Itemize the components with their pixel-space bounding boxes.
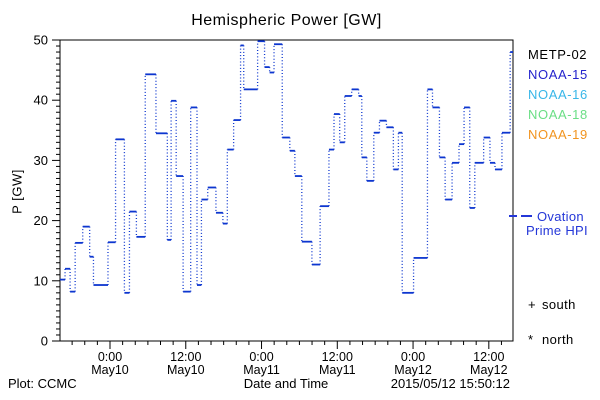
x-axis-ticks	[71, 341, 502, 349]
svg-text:0:00: 0:00	[249, 350, 273, 364]
legend-item-metp-02: METP-02	[528, 47, 588, 62]
svg-text:0:00: 0:00	[98, 350, 122, 364]
legend-item-noaa-19: NOAA-19	[528, 127, 588, 142]
svg-text:May11: May11	[319, 363, 356, 377]
svg-text:12:00: 12:00	[170, 350, 201, 364]
svg-text:May12: May12	[394, 363, 432, 377]
legend-marker-north: * north	[528, 332, 574, 347]
legend-item-noaa-18: NOAA-18	[528, 107, 588, 122]
svg-text:May12: May12	[470, 363, 508, 377]
marker-north-label: north	[542, 332, 574, 347]
page-title: Hemispheric Power [GW]	[191, 12, 382, 29]
svg-text:30: 30	[34, 153, 48, 168]
plus-marker-icon: +	[528, 297, 536, 312]
ovation-label-line2: Prime HPI	[526, 223, 588, 238]
y-tick-labels: 0 10 20 30 40 50	[34, 33, 48, 349]
y-axis-label: P [GW]	[9, 169, 25, 214]
plot-frame	[59, 39, 514, 342]
plot-source-label: Plot: CCMC	[8, 376, 77, 391]
legend-item-noaa-15: NOAA-15	[528, 67, 588, 82]
svg-text:0: 0	[41, 334, 48, 349]
svg-text:40: 40	[34, 93, 48, 108]
legend-satellites: METP-02 NOAA-15 NOAA-16 NOAA-18 NOAA-19	[528, 45, 588, 145]
hpi-step-line	[60, 40, 513, 294]
svg-text:May11: May11	[243, 363, 280, 377]
svg-text:May10: May10	[91, 363, 129, 377]
x-axis-label: Date and Time	[243, 376, 329, 391]
line-sample-dash-icon	[509, 215, 517, 217]
legend-item-noaa-16: NOAA-16	[528, 87, 588, 102]
svg-text:20: 20	[34, 213, 48, 228]
svg-text:10: 10	[34, 273, 48, 288]
legend-marker-south: + south	[528, 297, 576, 312]
legend-ovation-prime: Ovation Prime HPI	[509, 209, 588, 238]
svg-text:0:00: 0:00	[401, 350, 425, 364]
asterisk-marker-icon: *	[528, 332, 534, 347]
svg-text:12:00: 12:00	[322, 350, 353, 364]
line-sample-dash-icon	[521, 215, 532, 217]
marker-south-label: south	[542, 297, 576, 312]
svg-text:12:00: 12:00	[473, 350, 504, 364]
x-tick-labels: 0:00May1012:00May100:00May1112:00May110:…	[91, 350, 507, 377]
ovation-label-line1: Ovation	[537, 208, 584, 224]
plot-timestamp: 2015/05/12 15:50:12	[390, 376, 510, 391]
y-axis-ticks	[52, 39, 60, 342]
svg-text:May10: May10	[167, 363, 205, 377]
svg-text:50: 50	[34, 33, 48, 48]
